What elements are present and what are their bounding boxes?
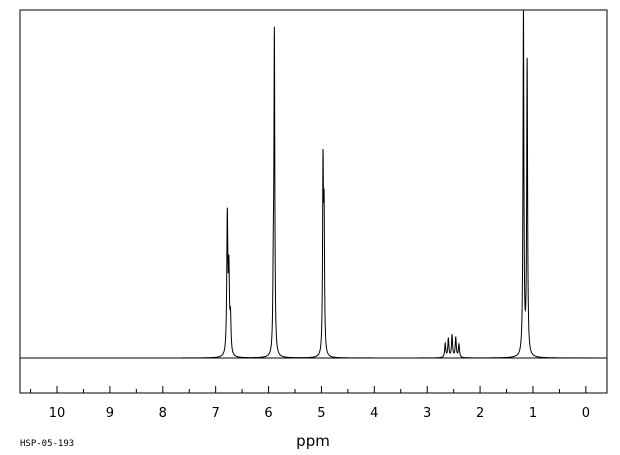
x-tick-label: 2 xyxy=(476,406,484,421)
x-axis-tick-labels: 10 9 8 7 6 5 4 3 2 1 0 xyxy=(49,406,590,421)
sample-code-label: HSP-05-193 xyxy=(20,439,74,449)
x-tick-label: 9 xyxy=(106,406,114,421)
x-tick-label: 1 xyxy=(529,406,537,421)
x-tick-label: 4 xyxy=(370,406,378,421)
x-axis-ticks xyxy=(30,386,587,393)
x-tick-label: 6 xyxy=(264,406,272,421)
x-tick-label: 3 xyxy=(423,406,431,421)
spectrum-line xyxy=(20,10,608,359)
x-axis-label: ppm xyxy=(296,432,330,450)
x-tick-label: 8 xyxy=(159,406,167,421)
x-tick-label: 7 xyxy=(212,406,220,421)
plot-frame xyxy=(19,9,608,394)
x-tick-label: 10 xyxy=(49,406,66,421)
x-tick-label: 5 xyxy=(317,406,325,421)
x-tick-label: 0 xyxy=(582,406,590,421)
